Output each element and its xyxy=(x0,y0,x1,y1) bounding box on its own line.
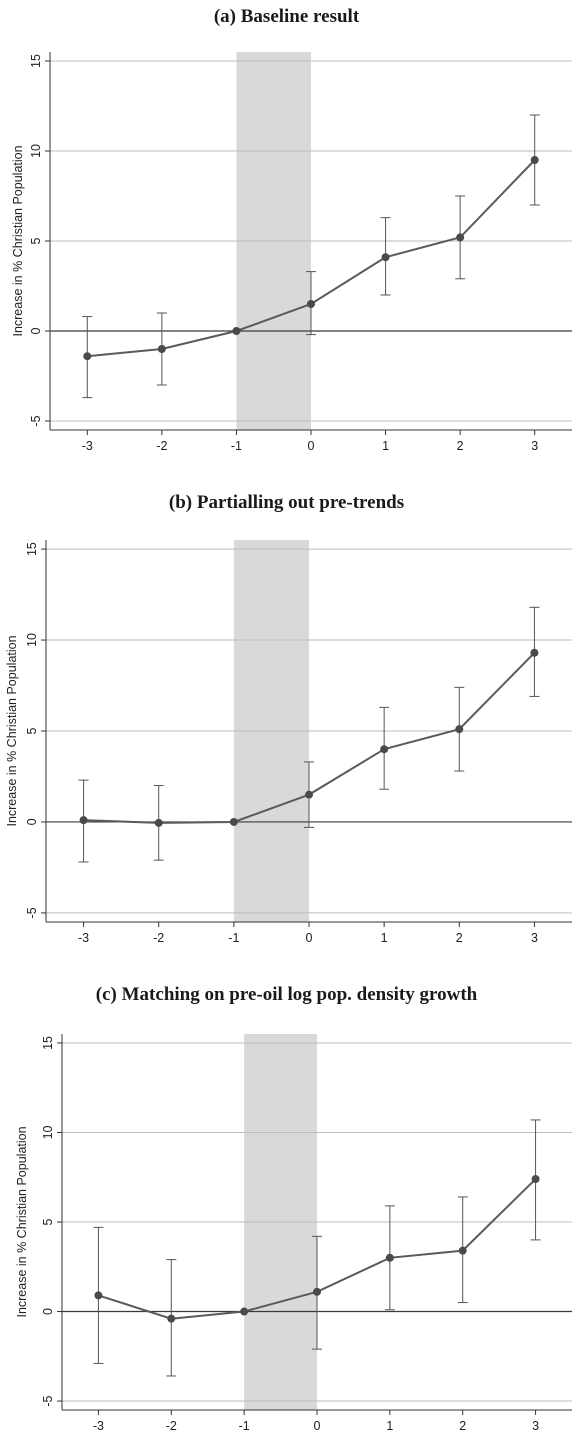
y-tick-label: 15 xyxy=(25,542,39,556)
data-point xyxy=(94,1291,103,1300)
y-tick-label: 0 xyxy=(29,327,43,334)
x-tick-label: 2 xyxy=(456,931,463,945)
x-tick-label: -2 xyxy=(166,1419,177,1433)
y-tick-label: 10 xyxy=(29,144,43,158)
y-axis-label: Increase in % Christian Population xyxy=(5,635,19,826)
data-point xyxy=(79,816,88,825)
x-tick-label: -2 xyxy=(156,439,167,453)
x-tick-label: -3 xyxy=(93,1419,104,1433)
data-point xyxy=(167,1314,176,1323)
x-tick-label: -3 xyxy=(78,931,89,945)
panel-title-text: Partialling out pre-trends xyxy=(196,492,405,513)
data-point xyxy=(305,790,313,799)
x-tick-label: -1 xyxy=(239,1419,250,1433)
x-tick-label: 0 xyxy=(314,1419,321,1433)
data-point xyxy=(456,233,465,242)
data-point xyxy=(313,1287,321,1296)
panel-tag: (c) xyxy=(95,984,117,1005)
data-point xyxy=(240,1307,249,1316)
y-tick-label: 5 xyxy=(41,1218,55,1225)
data-point xyxy=(307,300,315,308)
x-tick-label: 3 xyxy=(532,1419,539,1433)
y-axis-label: Increase in % Christian Population xyxy=(11,145,25,336)
chart-svg: -5 0 5 10 15 -3 -2 -1 0 1 2 3 Increase in % Christia… xyxy=(5,540,572,945)
chart-svg: -5 0 5 10 15 -3 -2 -1 0 1 2 3 Increase in % Christia… xyxy=(11,52,572,453)
panel-title-text: Baseline result xyxy=(240,6,360,27)
y-tick-label: 0 xyxy=(41,1308,55,1315)
chart-panel-b: (b) Partialling out pre-trends -5 0 5 10 15-… xyxy=(0,488,573,968)
x-tick-label: -2 xyxy=(153,931,164,945)
data-point xyxy=(83,352,92,361)
panel-tag: (b) xyxy=(168,492,193,513)
y-tick-label: -5 xyxy=(41,1395,55,1406)
data-point xyxy=(229,817,238,826)
x-tick-label: -1 xyxy=(228,931,239,945)
data-point xyxy=(530,648,539,657)
chart-title: (c) Matching on pre-oil log pop. density… xyxy=(0,984,573,1006)
chart-svg: -5 0 5 10 15 -3 -2 -1 0 1 2 3 Increase in % Christia… xyxy=(15,1034,572,1433)
x-tick-label: 2 xyxy=(459,1419,466,1433)
x-tick-label: 3 xyxy=(531,931,538,945)
y-tick-label: -5 xyxy=(25,907,39,918)
data-point xyxy=(232,327,241,335)
y-axis-label: Increase in % Christian Population xyxy=(15,1126,29,1317)
x-tick-label: -3 xyxy=(82,439,93,453)
data-point xyxy=(385,1253,394,1262)
x-tick-label: 1 xyxy=(382,439,389,453)
y-tick-label: 10 xyxy=(41,1125,55,1139)
y-tick-label: 5 xyxy=(25,727,39,734)
panel-title-text: Matching on pre-oil log pop. density gro… xyxy=(121,984,478,1005)
data-point xyxy=(380,745,389,754)
y-tick-label: 0 xyxy=(25,818,39,825)
data-point xyxy=(530,156,539,164)
data-point xyxy=(531,1175,540,1184)
data-point xyxy=(157,345,166,353)
panel-tag: (a) xyxy=(213,6,236,27)
x-tick-label: 2 xyxy=(457,439,464,453)
y-tick-label: 5 xyxy=(29,237,43,244)
x-tick-label: 3 xyxy=(531,439,538,453)
data-point xyxy=(154,818,163,827)
x-tick-label: 1 xyxy=(386,1419,393,1433)
chart-title: (a) Baseline result xyxy=(0,6,573,28)
chart-panel-a: (a) Baseline result -5 0 5 10 15 -3 -2 -1 0 1 2 3 In… xyxy=(0,0,573,470)
x-tick-label: 1 xyxy=(381,931,388,945)
chart-panel-c: (c) Matching on pre-oil log pop. density… xyxy=(0,976,573,1435)
data-point xyxy=(455,725,464,734)
x-tick-label: 0 xyxy=(306,931,313,945)
y-tick-label: 15 xyxy=(41,1036,55,1050)
y-tick-label: -5 xyxy=(29,415,43,426)
y-tick-label: 15 xyxy=(29,54,43,68)
y-tick-label: 10 xyxy=(25,633,39,647)
data-point xyxy=(458,1246,467,1255)
data-point xyxy=(381,253,390,262)
chart-title: (b) Partialling out pre-trends xyxy=(0,492,573,514)
x-tick-label: -1 xyxy=(231,439,242,453)
x-tick-label: 0 xyxy=(308,439,315,453)
